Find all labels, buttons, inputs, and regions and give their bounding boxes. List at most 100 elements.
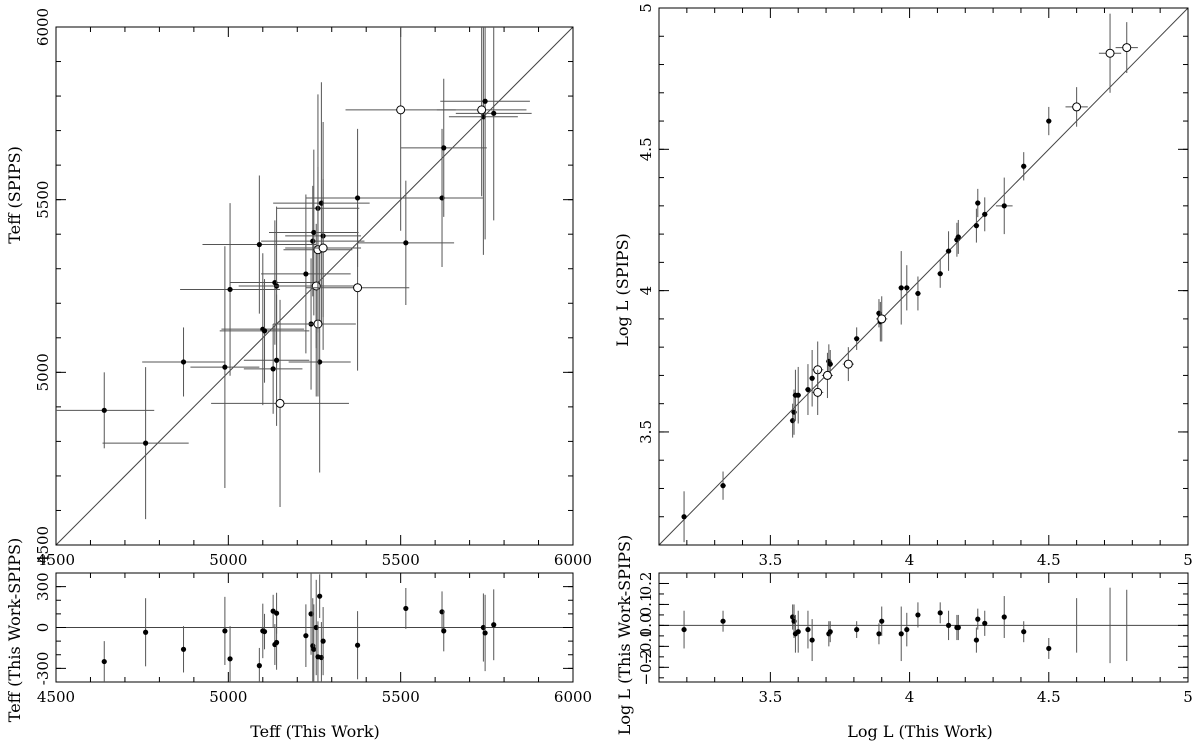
teff-resid-y-tick-label: -300 xyxy=(34,652,52,686)
teff-point-marker xyxy=(482,98,488,104)
teff-y-axis-title: Teff (SPIPS) xyxy=(5,146,24,244)
teff-point-marker xyxy=(310,238,316,244)
teff-resid-x-tick-label: 5000 xyxy=(209,688,247,706)
logl-point-marker xyxy=(681,514,687,520)
logl-comparison-panel: 3.5 4 4.5 5 3.5 4 4.5 5 xyxy=(637,3,1193,569)
teff-y-tick-label: 5500 xyxy=(34,181,52,219)
logl-resid-point-marker xyxy=(795,629,801,635)
logl-resid-point-marker xyxy=(937,610,943,616)
logl-one-to-one-line xyxy=(658,7,1189,546)
teff-point-marker xyxy=(261,328,268,334)
teff-point-marker xyxy=(403,240,409,246)
logl-point-open-marker xyxy=(822,370,832,380)
logl-resid-y-tick-label: 0.0 xyxy=(637,613,655,637)
logl-point-marker xyxy=(955,234,961,240)
logl-resid-x-tick-label: 4 xyxy=(905,688,915,706)
logl-point-marker xyxy=(827,361,833,367)
logl-point-marker xyxy=(915,290,921,297)
teff-point-open-marker xyxy=(477,105,487,115)
logl-resid-point-marker xyxy=(915,612,921,618)
logl-resid-point-marker xyxy=(827,629,833,635)
logl-resid-point-marker xyxy=(720,618,726,624)
logl-point-marker xyxy=(973,223,980,229)
teff-x-tick-label: 5500 xyxy=(382,551,420,569)
teff-resid-y-tick-label: 0 xyxy=(34,623,52,633)
teff-point-marker xyxy=(441,145,447,151)
logl-point-marker xyxy=(904,285,910,291)
logl-point-marker xyxy=(720,483,726,489)
logl-x-axis-title: Log L (This Work) xyxy=(847,722,993,741)
logl-resid-plot-frame xyxy=(658,572,1189,683)
logl-data-layer xyxy=(681,13,1138,543)
logl-point-marker xyxy=(1046,118,1052,124)
logl-y-axis-title: Log L (SPIPS) xyxy=(613,233,632,347)
teff-comparison-panel: 4500 5000 5500 6000 4500 5000 5500 6000 xyxy=(34,8,592,569)
teff-resid-x-tick-label: 6000 xyxy=(554,688,592,706)
logl-resid-x-tick-label: 5 xyxy=(1183,688,1193,706)
teff-x-tick-label: 6000 xyxy=(554,551,592,569)
teff-resid-point-marker xyxy=(491,622,497,628)
teff-point-marker xyxy=(143,440,149,446)
teff-plot-frame xyxy=(55,26,574,546)
teff-resid-point-marker xyxy=(441,628,447,634)
logl-resid-y-tick-label: −0.1 xyxy=(637,628,655,664)
logl-x-tick-label: 4.5 xyxy=(1037,551,1061,569)
teff-resid-data-layer xyxy=(101,573,497,682)
logl-resid-y-axis-title: Log L (This Work-SPIPS) xyxy=(615,535,634,735)
logl-x-tick-label: 4 xyxy=(905,551,915,569)
logl-point-marker xyxy=(1001,203,1007,209)
teff-resid-point-marker xyxy=(317,593,323,599)
logl-y-tick-label: 5 xyxy=(637,3,655,13)
teff-point-marker xyxy=(303,271,309,277)
teff-x-tick-label: 5000 xyxy=(209,551,247,569)
logl-y-tick-label: 3.5 xyxy=(637,420,655,444)
logl-y-tick-label: 4 xyxy=(637,286,655,296)
teff-point-marker xyxy=(273,357,280,363)
logl-resid-point-marker xyxy=(879,618,885,624)
logl-point-marker xyxy=(795,392,801,398)
teff-resid-point-marker xyxy=(311,646,317,652)
logl-y-tick-label: 4.5 xyxy=(637,137,655,161)
logl-resid-point-marker xyxy=(945,622,952,629)
logl-point-marker xyxy=(945,248,952,254)
logl-residual-panel: 3.5 4 4.5 5 −0.2−0.10.00.10.2 xyxy=(637,572,1193,706)
logl-point-marker xyxy=(1021,163,1027,169)
logl-resid-point-marker xyxy=(982,620,988,626)
teff-point-open-marker xyxy=(275,398,285,408)
teff-residual-panel: 4500 5000 5500 6000 -300 0 300 xyxy=(34,572,592,706)
teff-y-tick-label: 4500 xyxy=(34,526,52,564)
teff-point-marker xyxy=(311,229,317,236)
logl-resid-point-marker xyxy=(876,631,882,637)
logl-resid-y-tick-label: 0.2 xyxy=(637,572,655,596)
logl-resid-y-tick-label: 0.1 xyxy=(637,593,655,617)
logl-resid-point-marker xyxy=(681,626,687,633)
teff-resid-point-marker xyxy=(320,638,326,644)
logl-resid-point-marker xyxy=(898,631,904,637)
logl-point-open-marker xyxy=(1105,48,1115,58)
teff-point-marker xyxy=(222,364,228,370)
teff-x-axis-title: Teff (This Work) xyxy=(250,722,380,741)
teff-point-open-marker xyxy=(318,243,328,253)
logl-x-tick-label: 3.5 xyxy=(758,551,782,569)
logl-resid-point-marker xyxy=(973,637,980,643)
teff-point-open-marker xyxy=(396,105,406,115)
teff-resid-point-marker xyxy=(273,610,280,616)
logl-point-marker xyxy=(937,271,943,277)
teff-point-marker xyxy=(491,110,497,116)
teff-point-marker xyxy=(256,241,262,248)
teff-resid-point-marker xyxy=(222,628,228,634)
logl-resid-point-marker xyxy=(955,624,961,631)
teff-resid-point-marker xyxy=(227,656,233,662)
logl-point-marker xyxy=(809,375,815,381)
logl-resid-x-tick-label: 4.5 xyxy=(1037,688,1061,706)
teff-point-marker xyxy=(354,195,361,201)
logl-point-open-marker xyxy=(813,387,823,397)
teff-point-marker xyxy=(180,359,187,365)
logl-point-open-marker xyxy=(877,314,887,324)
teff-resid-point-marker xyxy=(273,639,280,646)
logl-x-tick-label: 5 xyxy=(1183,551,1193,569)
logl-resid-point-marker xyxy=(1021,629,1027,635)
logl-resid-y-tick-label: −0.2 xyxy=(637,649,655,685)
logl-point-marker xyxy=(854,336,860,342)
